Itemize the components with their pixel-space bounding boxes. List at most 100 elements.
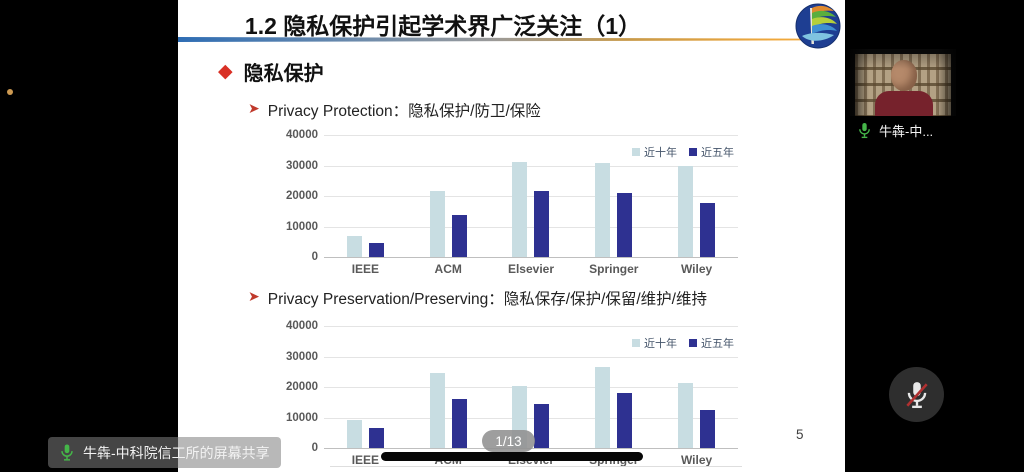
y-axis-tick-label: 10000: [286, 411, 318, 424]
legend-label: 近十年: [644, 147, 677, 159]
y-axis-tick-label: 0: [311, 442, 318, 454]
bar-group: [655, 135, 738, 257]
bar: [451, 398, 467, 448]
bar: [368, 243, 384, 257]
bar: [346, 236, 362, 257]
gridline: [324, 417, 738, 419]
legend-label: 近十年: [644, 338, 677, 350]
bullet-label: Privacy Protection：隐私保护/防卫/保险: [267, 103, 541, 120]
microphone-muted-button[interactable]: [889, 367, 944, 422]
arrow-bullet-icon: ➤: [248, 100, 260, 116]
bar-group: [572, 135, 655, 257]
bar: [512, 162, 528, 257]
legend-label: 近五年: [701, 338, 734, 350]
legend-swatch: [689, 148, 697, 156]
mic-muted-icon: [905, 381, 928, 408]
gridline: [324, 387, 738, 388]
slide-progress-indicator: 1/13: [482, 430, 535, 452]
section-heading: ◆ 隐私保护: [218, 57, 324, 86]
annotation-stroke: [381, 452, 643, 461]
y-axis-tick-label: 20000: [286, 190, 318, 202]
bar: [617, 192, 633, 257]
gridline: [324, 135, 738, 136]
chart-plot-area: 近十年 近五年: [324, 326, 738, 449]
bar: [595, 367, 611, 448]
video-vignette: [850, 49, 956, 116]
gridline: [324, 356, 738, 358]
y-axis-tick-label: 40000: [286, 129, 318, 141]
bar: [678, 383, 694, 448]
chart-privacy-protection: 0 10000 20000 30000 40000 近十年 近五年 IEEE ACM Elsevi…: [282, 129, 740, 278]
bar: [451, 214, 467, 257]
bar: [346, 419, 362, 448]
bar: [368, 427, 384, 448]
institute-logo-icon: [795, 3, 841, 49]
legend-item: 近十年: [632, 335, 677, 351]
x-axis-label: Wiley: [680, 262, 713, 276]
screen-share-banner: 牛犇-中科院信工所的屏幕共享: [48, 437, 281, 468]
bar-group: [324, 135, 407, 257]
bullet-privacy-protection: ➤ Privacy Protection：隐私保护/防卫/保险: [248, 99, 541, 121]
bar: [678, 165, 694, 257]
gridline: [324, 226, 738, 228]
bar: [617, 393, 633, 448]
bar: [534, 191, 550, 257]
gridline: [324, 165, 738, 167]
overlay-track-line: [330, 466, 742, 467]
legend-label: 近五年: [701, 147, 734, 159]
y-axis-tick-label: 30000: [286, 350, 318, 363]
diamond-bullet-icon: ◆: [218, 61, 233, 82]
participant-video-tile[interactable]: [850, 49, 956, 116]
bar-group: [324, 326, 407, 448]
bar: [700, 202, 716, 257]
y-axis-tick-label: 10000: [286, 220, 318, 233]
y-axis-tick-label: 30000: [286, 159, 318, 172]
slide-page-number: 5: [796, 427, 804, 442]
bullet-privacy-preservation: ➤ Privacy Preservation/Preserving：隐私保存/保…: [248, 287, 707, 309]
legend-item: 近五年: [689, 335, 734, 351]
legend-item: 近五年: [689, 144, 734, 160]
arrow-bullet-icon: ➤: [248, 288, 260, 304]
mic-on-icon: [61, 444, 73, 461]
x-axis-label: IEEE: [351, 262, 380, 276]
chart-legend: 近十年 近五年: [632, 335, 734, 351]
gridline: [324, 196, 738, 197]
participant-name-row: 牛犇-中...: [857, 121, 933, 140]
legend-swatch: [689, 339, 697, 347]
y-axis-tick-label: 0: [311, 251, 318, 263]
x-axis-label: ACM: [434, 262, 462, 276]
mic-on-icon: [859, 123, 870, 139]
x-axis-label: IEEE: [351, 453, 380, 467]
legend-item: 近十年: [632, 144, 677, 160]
chart-plot-area: 近十年 近五年: [324, 135, 738, 258]
x-axis-label: Wiley: [680, 453, 713, 467]
notification-dot: [7, 89, 13, 95]
title-divider: [178, 37, 802, 42]
x-axis-label: Elsevier: [507, 262, 555, 276]
bar-group: [655, 326, 738, 448]
bar: [700, 409, 716, 448]
bar-group: [407, 326, 490, 448]
participant-name: 牛犇-中...: [879, 124, 934, 139]
legend-swatch: [632, 148, 640, 156]
legend-swatch: [632, 339, 640, 347]
bar-group: [572, 326, 655, 448]
bar-series: [324, 135, 738, 257]
shared-slide-area: 1.2 隐私保护引起学术界广泛关注（1） ◆ 隐私保护 ➤ Privacy Pr…: [178, 0, 845, 472]
bullet-label: Privacy Preservation/Preserving：隐私保存/保护/…: [267, 291, 707, 308]
bar-group: [490, 135, 573, 257]
bar: [534, 403, 550, 448]
section-heading-label: 隐私保护: [243, 63, 324, 85]
y-axis-tick-label: 40000: [286, 320, 318, 332]
bar: [595, 163, 611, 257]
bar: [429, 191, 445, 257]
x-axis-label: Springer: [589, 262, 639, 276]
chart-legend: 近十年 近五年: [632, 144, 734, 160]
bar-group: [407, 135, 490, 257]
bar: [429, 373, 445, 448]
share-banner-label: 牛犇-中科院信工所的屏幕共享: [83, 444, 270, 461]
slide-title: 1.2 隐私保护引起学术界广泛关注（1）: [244, 13, 642, 39]
x-axis-labels: IEEE ACM Elsevier Springer Wiley: [324, 262, 738, 276]
gridline: [324, 326, 738, 327]
